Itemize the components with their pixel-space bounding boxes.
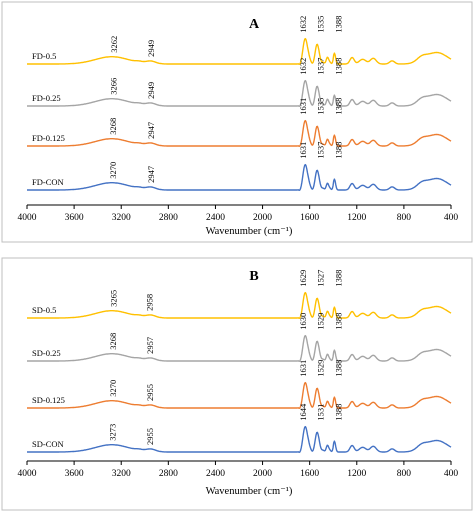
peak-label: 1535	[316, 98, 326, 115]
peak-label: 1388	[334, 360, 344, 377]
spectrum-line-sd-0.5	[27, 291, 452, 319]
peak-label: 1531	[316, 404, 326, 421]
peak-label: 3270	[108, 162, 118, 179]
x-tick-label: 3600	[65, 469, 84, 479]
peak-label: 3268	[108, 333, 118, 350]
peak-label: 1529	[316, 313, 326, 330]
series-label: SD-CON	[32, 439, 64, 449]
x-tick-label: 2800	[159, 213, 178, 223]
peak-label: 1632	[298, 16, 308, 33]
peak-label: 3273	[108, 424, 118, 441]
x-tick-label: 4000	[18, 469, 37, 479]
series-label: FD-0.125	[32, 133, 65, 143]
series-label: SD-0.125	[32, 395, 65, 405]
x-axis-title: Wavenumber (cm⁻¹)	[206, 226, 293, 237]
peak-label: 2947	[146, 122, 156, 139]
series-label: FD-0.5	[32, 51, 56, 61]
series-label: SD-0.25	[32, 348, 61, 358]
peak-label: 3262	[109, 36, 119, 53]
spectrum-line-fd-0.25	[27, 79, 452, 107]
spectrum-line-sd-0.25	[27, 334, 452, 362]
peak-label: 1630	[298, 313, 308, 330]
x-tick-label: 3200	[112, 213, 131, 223]
peak-label: 2955	[145, 428, 155, 445]
peak-label: 2947	[146, 166, 156, 183]
peak-label: 1527	[316, 270, 326, 287]
peak-label: 2958	[145, 294, 155, 311]
peak-label: 1629	[298, 270, 308, 287]
series-label: FD-CON	[32, 177, 64, 187]
panel-title-A: A	[249, 17, 260, 32]
peak-label: 2949	[146, 40, 156, 57]
x-tick-label: 800	[397, 469, 412, 479]
peak-label: 3268	[108, 118, 118, 135]
peak-label: 1388	[334, 142, 344, 159]
peak-label: 1388	[334, 58, 344, 75]
x-tick-label: 2000	[253, 469, 272, 479]
x-tick-label: 3600	[65, 213, 84, 223]
peak-label: 2949	[146, 82, 156, 99]
x-tick-label: 1600	[300, 213, 319, 223]
x-tick-label: 2800	[159, 469, 178, 479]
peak-label: 1644	[298, 403, 308, 421]
panel-title-B: B	[249, 269, 258, 284]
x-tick-label: 1600	[300, 469, 319, 479]
x-tick-label: 800	[397, 213, 412, 223]
panel-frame-B	[1, 257, 473, 511]
x-tick-label: 2400	[206, 213, 225, 223]
peak-label: 1388	[334, 270, 344, 287]
peak-label: 1535	[316, 16, 326, 33]
spectrum-line-sd-0.125	[27, 381, 452, 409]
peak-label: 3266	[108, 78, 118, 95]
x-tick-label: 1200	[347, 213, 366, 223]
x-tick-label: 2400	[206, 469, 225, 479]
x-tick-label: 3200	[112, 469, 131, 479]
peak-label: 1388	[334, 313, 344, 330]
x-tick-label: 400	[444, 469, 459, 479]
spectrum-line-fd-0.125	[27, 119, 452, 147]
spectrum-line-sd-con	[27, 425, 452, 453]
peak-label: 1631	[298, 98, 308, 115]
peak-label: 2957	[145, 337, 155, 354]
series-label: SD-0.5	[32, 305, 56, 315]
x-tick-label: 400	[444, 213, 459, 223]
peak-label: 1529	[316, 360, 326, 377]
x-tick-label: 1200	[347, 469, 366, 479]
panel-frame-A	[1, 1, 473, 243]
peak-label: 1537	[316, 142, 326, 159]
peak-label: 2955	[145, 384, 155, 401]
x-tick-label: 4000	[18, 213, 37, 223]
peak-label: 1632	[298, 58, 308, 75]
x-axis-title: Wavenumber (cm⁻¹)	[206, 486, 293, 497]
spectrum-line-fd-0.5	[27, 37, 452, 65]
peak-label: 1537	[316, 58, 326, 75]
peak-label: 1631	[298, 142, 308, 159]
peak-label: 1631	[298, 360, 308, 377]
x-tick-label: 2000	[253, 213, 272, 223]
peak-label: 3265	[109, 290, 119, 307]
spectrum-line-fd-con	[27, 163, 452, 191]
peak-label: 3270	[108, 380, 118, 397]
peak-label: 1388	[334, 404, 344, 421]
series-label: FD-0.25	[32, 93, 61, 103]
peak-label: 1388	[334, 16, 344, 33]
peak-label: 1388	[334, 98, 344, 115]
